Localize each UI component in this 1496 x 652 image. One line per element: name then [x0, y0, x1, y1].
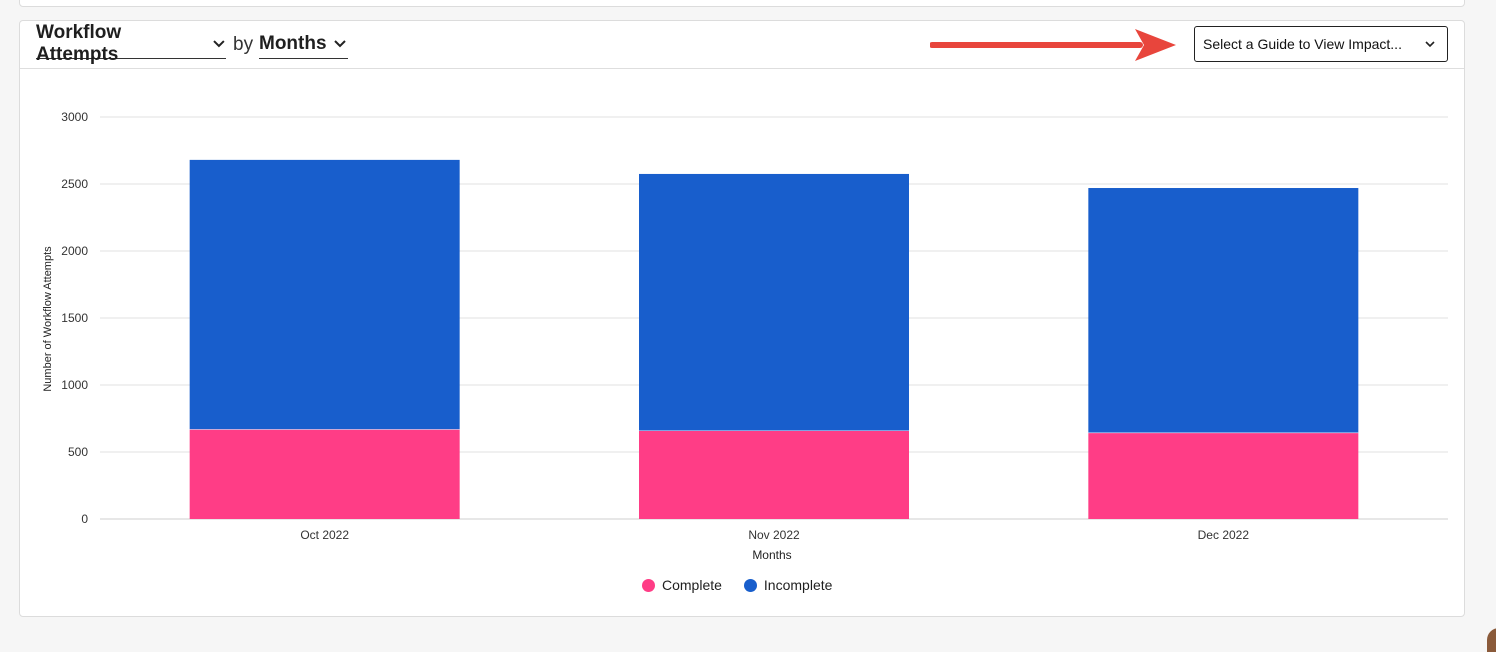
- y-tick-label: 1000: [61, 378, 88, 392]
- period-dropdown-label: Months: [259, 33, 327, 54]
- bar-incomplete-2[interactable]: [1088, 188, 1359, 433]
- chevron-down-icon: [333, 40, 346, 48]
- period-dropdown[interactable]: Months: [259, 32, 348, 59]
- y-tick-label: 2500: [61, 177, 88, 191]
- legend-label-incomplete: Incomplete: [763, 577, 833, 593]
- by-text: by: [233, 34, 254, 55]
- y-tick-label: 0: [81, 512, 88, 526]
- y-tick-label: 2000: [61, 244, 88, 258]
- legend-dot-complete: [642, 578, 655, 592]
- x-tick-label: Dec 2022: [1198, 528, 1250, 542]
- metric-dropdown-label: Workflow Attempts: [36, 22, 122, 65]
- bar-complete-1[interactable]: [639, 430, 909, 519]
- y-axis-ticks: 0 500 1000 1500 2000 2500 3000: [61, 110, 88, 526]
- bar-complete-2[interactable]: [1088, 432, 1359, 519]
- stacked-bar-chart: 0 500 1000 1500 2000 2500 3000 Oct 2022 Nov 202…: [42, 110, 1448, 562]
- y-axis-label: Number of Workflow Attempts: [42, 246, 54, 392]
- guide-select-label: Select a Guide to View Impact...: [1203, 36, 1402, 52]
- chevron-down-icon: [1425, 41, 1435, 48]
- bar-complete-0[interactable]: [189, 429, 460, 519]
- chart-header: Workflow Attempts by Months Select a Gui…: [20, 21, 1464, 69]
- chevron-down-icon: [213, 40, 225, 48]
- legend-label-complete: Complete: [662, 577, 722, 593]
- background-corner: [1487, 628, 1496, 652]
- legend-dot-incomplete: [743, 578, 757, 592]
- bar-incomplete-1[interactable]: [639, 173, 909, 431]
- bar-incomplete-0[interactable]: [189, 159, 460, 430]
- legend-item-incomplete[interactable]: Incomplete: [743, 577, 833, 593]
- x-tick-label: Oct 2022: [300, 528, 349, 542]
- y-tick-label: 1500: [61, 311, 88, 325]
- metric-dropdown[interactable]: Workflow Attempts: [36, 22, 226, 65]
- x-tick-label: Nov 2022: [748, 528, 800, 542]
- guide-select[interactable]: Select a Guide to View Impact...: [1194, 26, 1448, 62]
- bars: [189, 159, 1359, 519]
- previous-card-edge: [19, 0, 1465, 7]
- chart-card: Workflow Attempts by Months Select a Gui…: [19, 20, 1465, 617]
- legend: Complete Incomplete: [642, 577, 854, 593]
- x-axis-ticks: Oct 2022 Nov 2022 Dec 2022: [300, 528, 1249, 542]
- legend-item-complete[interactable]: Complete: [642, 577, 722, 593]
- y-tick-label: 3000: [61, 110, 88, 124]
- y-tick-label: 500: [68, 445, 88, 459]
- red-arrow-icon: [930, 29, 1176, 61]
- x-axis-label: Months: [752, 548, 791, 562]
